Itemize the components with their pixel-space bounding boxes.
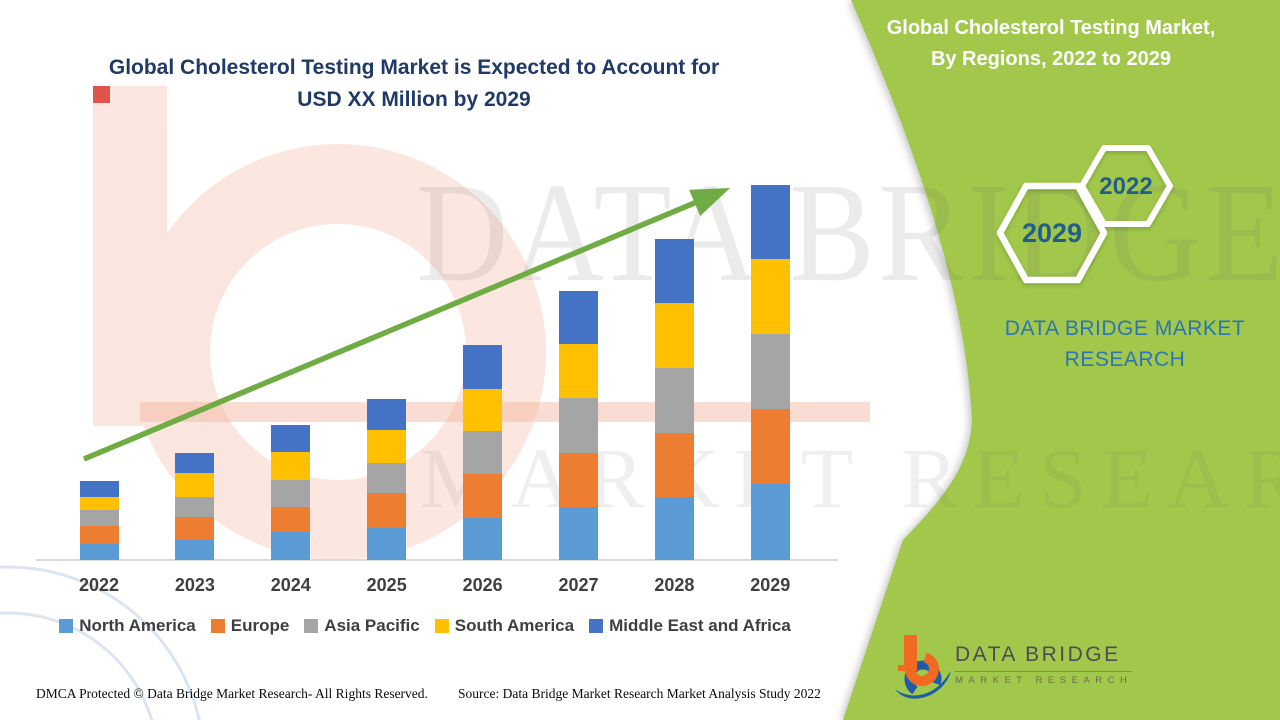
x-axis-label-2022: 2022 [78, 575, 120, 595]
databridge-logo: DATA BRIDGE MARKET RESEARCH [893, 631, 1173, 711]
bar-segment-south-america-2027 [559, 344, 598, 398]
databridge-logo-icon [895, 635, 951, 699]
bar-segment-middle-east-and-africa-2024 [271, 425, 311, 452]
bar-segment-europe-2029 [750, 409, 790, 484]
legend-item-asia-pacific: Asia Pacific [304, 616, 420, 636]
bar-segment-north-america-2026 [463, 518, 503, 560]
bar-segment-asia-pacific-2025 [367, 463, 407, 493]
brand-text: DATA BRIDGE MARKET RESEARCH [955, 313, 1280, 375]
bar-segment-south-america-2029 [750, 259, 790, 334]
bar-segment-asia-pacific-2026 [463, 431, 503, 474]
bar-segment-north-america-2024 [271, 532, 311, 560]
x-axis-label-2027: 2027 [558, 575, 599, 595]
legend-swatch-north-america [59, 619, 74, 633]
bar-segment-middle-east-and-africa-2022 [79, 481, 119, 497]
x-axis-label-2029: 2029 [750, 575, 791, 595]
hexagon-2022-label: 2022 [1099, 173, 1153, 200]
legend-label-south-america: South America [454, 616, 575, 635]
x-axis-label-2025: 2025 [366, 575, 407, 595]
panel-title: Global Cholesterol Testing Market, By Re… [836, 13, 1266, 75]
bar-segment-north-america-2029 [750, 484, 790, 560]
legend-item-europe: Europe [210, 616, 290, 636]
bar-segment-asia-pacific-2029 [750, 334, 790, 409]
footer-source: Source: Data Bridge Market Research Mark… [458, 686, 821, 701]
chart-title: Global Cholesterol Testing Market is Exp… [0, 52, 828, 116]
legend-label-europe: Europe [230, 616, 290, 635]
bar-segment-asia-pacific-2024 [271, 480, 311, 507]
bar-segment-middle-east-and-africa-2028 [654, 239, 694, 303]
bar-segment-middle-east-and-africa-2025 [367, 399, 407, 430]
x-axis-label-2028: 2028 [654, 575, 695, 595]
bar-segment-europe-2023 [175, 517, 215, 540]
legend-swatch-asia-pacific [304, 619, 319, 633]
bar-segment-south-america-2025 [367, 430, 407, 463]
logo-title: DATA BRIDGE [955, 643, 1133, 672]
bar-segment-south-america-2023 [175, 473, 215, 497]
chart-title-line1: Global Cholesterol Testing Market is Exp… [108, 56, 720, 79]
brand-text-line2: RESEARCH [1064, 348, 1186, 371]
bar-segment-middle-east-and-africa-2029 [750, 185, 790, 259]
bar-2023 [175, 453, 215, 560]
panel-title-line1: Global Cholesterol Testing Market, [886, 17, 1216, 39]
bar-2027 [559, 291, 598, 560]
legend-label-north-america: North America [79, 616, 196, 635]
bar-segment-south-america-2028 [654, 303, 694, 368]
x-axis-label-2023: 2023 [174, 575, 215, 595]
bar-segment-asia-pacific-2022 [79, 510, 119, 526]
x-axis-label-2026: 2026 [462, 575, 503, 595]
bar-segment-europe-2025 [367, 493, 407, 528]
x-axis-label-2024: 2024 [270, 575, 311, 595]
legend-swatch-middle-east-and-africa [589, 619, 604, 633]
bar-segment-north-america-2023 [175, 540, 215, 560]
bar-segment-europe-2028 [654, 433, 694, 497]
bar-segment-north-america-2027 [559, 507, 598, 560]
legend-label-middle-east-and-africa: Middle East and Africa [609, 616, 791, 635]
bar-2028 [654, 239, 694, 560]
hexagon-2029-label: 2029 [1021, 218, 1083, 248]
bar-2029 [750, 185, 790, 560]
bar-segment-south-america-2026 [463, 389, 503, 431]
brand-text-line1: DATA BRIDGE MARKET [1004, 317, 1246, 340]
legend-item-south-america: South America [434, 616, 575, 636]
logo-subtitle: MARKET RESEARCH [955, 675, 1133, 686]
chart-legend: North America Europe Asia Pacific South Ame… [10, 616, 840, 636]
bar-segment-north-america-2028 [654, 497, 694, 560]
chart-title-line2: USD XX Million by 2029 [297, 88, 531, 111]
bar-segment-europe-2027 [559, 453, 598, 507]
bar-segment-europe-2022 [79, 526, 119, 544]
footer-dmca: DMCA Protected © Data Bridge Market Rese… [36, 686, 428, 701]
legend-label-asia-pacific: Asia Pacific [324, 616, 420, 635]
bar-segment-asia-pacific-2028 [654, 368, 694, 433]
legend-swatch-south-america [434, 619, 449, 633]
bar-2025 [367, 399, 407, 560]
bar-segment-north-america-2025 [367, 528, 407, 560]
bar-segment-south-america-2024 [271, 452, 311, 480]
bar-segment-europe-2024 [271, 507, 311, 532]
bar-segment-middle-east-and-africa-2026 [463, 345, 503, 389]
bar-segment-asia-pacific-2027 [559, 398, 598, 453]
bar-2024 [271, 425, 311, 560]
bar-segment-middle-east-and-africa-2027 [559, 291, 598, 344]
legend-item-north-america: North America [59, 616, 196, 636]
panel-title-line2: By Regions, 2022 to 2029 [930, 48, 1172, 70]
bar-2026 [463, 345, 503, 560]
legend-swatch-europe [210, 619, 225, 633]
legend-item-middle-east-and-africa: Middle East and Africa [589, 616, 791, 636]
bar-segment-asia-pacific-2023 [175, 497, 215, 517]
bar-segment-south-america-2022 [79, 497, 119, 510]
x-axis-line [36, 559, 838, 561]
bar-2022 [79, 481, 119, 560]
bar-segment-europe-2026 [463, 474, 503, 518]
bar-segment-north-america-2022 [79, 544, 119, 560]
bar-segment-middle-east-and-africa-2023 [175, 453, 215, 473]
